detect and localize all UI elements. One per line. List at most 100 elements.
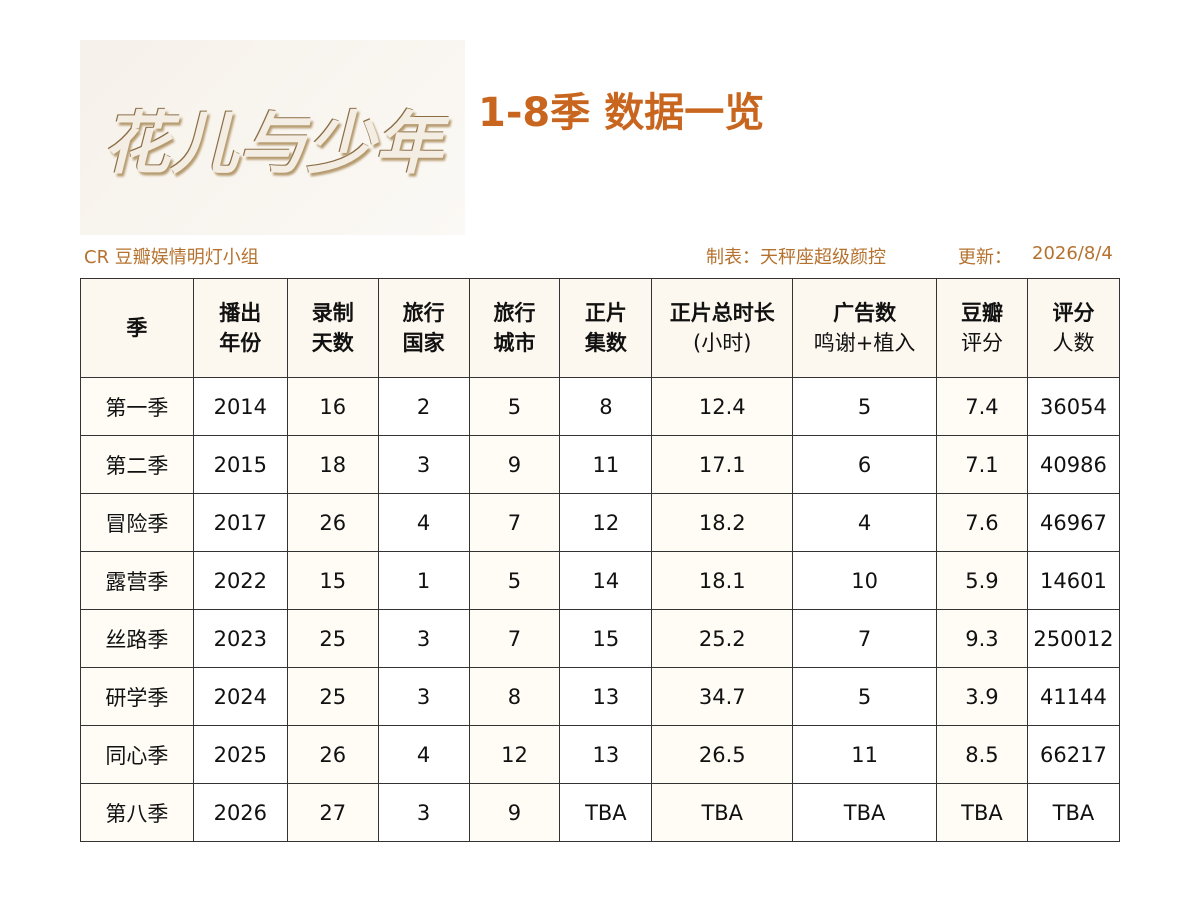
header-line-2: 鸣谢+植入 [813, 331, 916, 355]
cell: 25 [286, 609, 379, 668]
season-cell: 第八季 [80, 783, 194, 842]
cell: 14601 [1026, 551, 1121, 610]
table-body: 第一季 2014 16 2 5 8 12.4 5 7.4 36054 第二季 2015 18 3 9 11 17… [80, 377, 1121, 842]
cell: 66217 [1026, 725, 1121, 784]
header-line: 播出 [219, 301, 262, 325]
cell: 3 [377, 609, 470, 668]
header-line: 豆瓣 [960, 301, 1003, 325]
cell: 250012 [1026, 609, 1121, 668]
cell: 2022 [192, 551, 288, 610]
header-line: 旅行 [402, 301, 445, 325]
cell: TBA [559, 783, 653, 842]
cell: 2014 [192, 377, 288, 436]
cell: 2 [377, 377, 470, 436]
header-line-2: 城市 [493, 331, 536, 355]
season-cell: 丝路季 [80, 609, 194, 668]
cell: 7 [792, 609, 937, 668]
cell: 18.2 [651, 493, 794, 552]
cell: 7.6 [936, 493, 1028, 552]
cell: 34.7 [651, 667, 794, 726]
table-row: 第一季 2014 16 2 5 8 12.4 5 7.4 36054 [80, 377, 1121, 436]
table-row: 研学季 2024 25 3 8 13 34.7 5 3.9 41144 [80, 667, 1121, 726]
season-cell: 露营季 [80, 551, 194, 610]
cell: 36054 [1026, 377, 1121, 436]
header-line-2: 年份 [219, 331, 262, 355]
header-cell: 正片总时长 (小时) [651, 278, 794, 378]
cell: 12 [468, 725, 561, 784]
cell: 4 [377, 493, 470, 552]
header-row: 季播出 年份 录制 天数 旅行 国家 旅行 城市 正片 集数 正片总时长 (小时) 广告数 鸣谢+植入 豆瓣… [80, 278, 1121, 378]
cell: 2023 [192, 609, 288, 668]
table-row: 冒险季 2017 26 4 7 12 18.2 4 7.6 46967 [80, 493, 1121, 552]
cell: 15 [559, 609, 653, 668]
cell: 16 [286, 377, 379, 436]
logo: 花儿与少年 [80, 40, 465, 235]
header-cell: 季 [80, 278, 194, 378]
header-line: 广告数 [833, 301, 897, 325]
cell: 46967 [1026, 493, 1121, 552]
cell: 3.9 [936, 667, 1028, 726]
cell: 8 [559, 377, 653, 436]
cell: 17.1 [651, 435, 794, 494]
cell: 6 [792, 435, 937, 494]
cell: 4 [377, 725, 470, 784]
header-line-2: 集数 [584, 331, 627, 355]
cell: 18 [286, 435, 379, 494]
cell: TBA [936, 783, 1028, 842]
header-line-2: 国家 [402, 331, 445, 355]
cell: 5 [468, 551, 561, 610]
table-row: 丝路季 2023 25 3 7 15 25.2 7 9.3 250012 [80, 609, 1121, 668]
cell: 10 [792, 551, 937, 610]
header-line-2: (小时) [693, 331, 752, 355]
cell: 2017 [192, 493, 288, 552]
cell: 12.4 [651, 377, 794, 436]
cell: 11 [792, 725, 937, 784]
cell: 9.3 [936, 609, 1028, 668]
season-cell: 同心季 [80, 725, 194, 784]
cell: 18.1 [651, 551, 794, 610]
credit: CR 豆瓣娱情明灯小组 [84, 247, 259, 268]
header-cell: 旅行 城市 [468, 278, 561, 378]
header-cell: 录制 天数 [286, 278, 379, 378]
cell: 25 [286, 667, 379, 726]
cell: 8 [468, 667, 561, 726]
header-line-2: 人数 [1052, 331, 1095, 355]
cell: 7.1 [936, 435, 1028, 494]
data-table: 季播出 年份 录制 天数 旅行 国家 旅行 城市 正片 集数 正片总时长 (小时) 广告数 鸣谢+植入 豆瓣… [80, 278, 1121, 842]
header-line: 正片 [584, 301, 627, 325]
season-cell: 研学季 [80, 667, 194, 726]
cell: 15 [286, 551, 379, 610]
cell: 2015 [192, 435, 288, 494]
cell: 5 [468, 377, 561, 436]
header-line-2: 天数 [311, 331, 354, 355]
cell: 3 [377, 435, 470, 494]
table-row: 第二季 2015 18 3 9 11 17.1 6 7.1 40986 [80, 435, 1121, 494]
cell: TBA [651, 783, 794, 842]
cell: 2026 [192, 783, 288, 842]
updated-label: 更新： [958, 247, 1012, 268]
cell: 27 [286, 783, 379, 842]
cell: 2025 [192, 725, 288, 784]
cell: 9 [468, 435, 561, 494]
header-cell: 播出 年份 [192, 278, 288, 378]
cell: 11 [559, 435, 653, 494]
cell: 26 [286, 493, 379, 552]
table-row: 露营季 2022 15 1 5 14 18.1 10 5.9 14601 [80, 551, 1121, 610]
title: 1-8季 数据一览 [478, 90, 765, 136]
header-line: 正片总时长 [669, 301, 775, 325]
header-line: 季 [126, 316, 148, 340]
table-row: 同心季 2025 26 4 12 13 26.5 11 8.5 66217 [80, 725, 1121, 784]
cell: 25.2 [651, 609, 794, 668]
cell: 8.5 [936, 725, 1028, 784]
table-row: 第八季 2026 27 3 9 TBA TBA TBA TBA TBA [80, 783, 1121, 842]
cell: TBA [1026, 783, 1121, 842]
cell: 3 [377, 783, 470, 842]
cell: 12 [559, 493, 653, 552]
cell: 5 [792, 377, 937, 436]
header-cell: 广告数鸣谢+植入 [792, 278, 937, 378]
cell: 4 [792, 493, 937, 552]
cell: 13 [559, 725, 653, 784]
cell: 5 [792, 667, 937, 726]
cell: TBA [792, 783, 937, 842]
